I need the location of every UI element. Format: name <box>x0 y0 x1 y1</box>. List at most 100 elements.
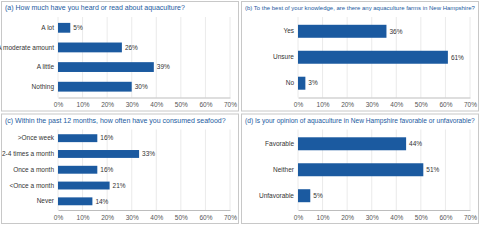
grid-line <box>230 17 231 98</box>
bar <box>58 197 92 205</box>
bar <box>298 25 386 38</box>
tick: 70% <box>224 210 237 221</box>
category-label: <Once a month <box>9 182 54 189</box>
panel-frame <box>2 2 239 112</box>
data-labels: 5%26%39%30% <box>73 24 170 90</box>
tick: 40% <box>150 98 163 109</box>
bar <box>58 166 97 174</box>
tick: 60% <box>199 98 212 109</box>
tick-label: 20% <box>341 101 354 108</box>
bar <box>58 43 122 53</box>
tick: <Once a month <box>9 182 58 189</box>
tick-label: 40% <box>390 214 403 221</box>
panel: (d) Is your opinion of aquaculture in Ne… <box>242 114 479 224</box>
x-axis: 0% 10% 20% 30% 40% 50% 60% 70% <box>54 98 237 109</box>
grid-line <box>205 130 206 211</box>
grid <box>58 130 230 211</box>
tick: Once a month <box>13 166 58 173</box>
grid-line <box>470 130 471 211</box>
tick: 50% <box>415 98 428 109</box>
tick: 0% <box>54 98 64 109</box>
data-label: 30% <box>135 83 148 90</box>
y-axis: YesUnsureNo <box>273 27 298 86</box>
category-label: A lot <box>41 24 54 31</box>
tick-label: 30% <box>366 214 379 221</box>
tick-label: 50% <box>415 101 428 108</box>
bar <box>58 62 154 72</box>
category-label: A moderate amount <box>0 44 54 51</box>
axis-line <box>59 210 231 211</box>
tick: 30% <box>366 210 379 221</box>
tick: 10% <box>317 98 330 109</box>
tick-label: 20% <box>341 214 354 221</box>
tick: 0% <box>54 210 64 221</box>
tick-label: 30% <box>126 101 139 108</box>
tick-label: 10% <box>317 214 330 221</box>
data-label: 5% <box>73 24 83 31</box>
tick: 20% <box>101 210 114 221</box>
tick: 20% <box>341 210 354 221</box>
data-label: 44% <box>409 140 422 147</box>
tick: 50% <box>415 210 428 221</box>
tick-label: 70% <box>224 101 237 108</box>
bars <box>58 134 139 205</box>
bars <box>58 23 154 92</box>
data-label: 39% <box>157 63 170 70</box>
x-axis: 0% 10% 20% 30% 40% 50% 60% 70% <box>294 210 477 221</box>
tick: 0% <box>294 210 304 221</box>
tick-label: 70% <box>464 214 477 221</box>
tick-label: 0% <box>294 214 304 221</box>
tick: 40% <box>150 210 163 221</box>
category-label: Nothing <box>32 83 55 91</box>
tick: 20% <box>341 98 354 109</box>
tick: A lot <box>41 24 58 31</box>
tick-label: 0% <box>54 214 64 221</box>
tick: A moderate amount <box>0 44 58 51</box>
tick: 60% <box>439 210 452 221</box>
tick: 0% <box>294 98 304 109</box>
tick: Nothing <box>32 83 58 91</box>
category-label: A little <box>37 63 55 70</box>
tick-label: 40% <box>150 214 163 221</box>
tick: Never <box>37 197 58 204</box>
tick-label: 60% <box>439 214 452 221</box>
tick-label: 50% <box>175 214 188 221</box>
tick: No <box>286 79 298 86</box>
title: (b) To the best of your knowledge, are t… <box>245 5 475 11</box>
tick-label: 20% <box>101 214 114 221</box>
tick-label: 60% <box>439 101 452 108</box>
panel-frame <box>242 114 479 224</box>
data-label: 33% <box>142 150 155 157</box>
tick-label: 70% <box>464 101 477 108</box>
category-label: Never <box>37 197 55 204</box>
grid-line <box>205 17 206 98</box>
tick: 10% <box>77 98 90 109</box>
tick-label: 60% <box>199 101 212 108</box>
category-label: Yes <box>283 27 294 34</box>
data-label: 16% <box>100 134 113 141</box>
tick: 70% <box>464 210 477 221</box>
tick: 10% <box>77 210 90 221</box>
tick: Unfavorable <box>259 192 298 199</box>
grid-line <box>470 17 471 98</box>
bar <box>58 23 70 33</box>
tick: Yes <box>283 27 298 34</box>
x-axis: 0%10%20%30%40%50%60%70% <box>54 210 237 221</box>
tick: 50% <box>175 98 188 109</box>
tick-label: 30% <box>366 101 379 108</box>
data-labels: 44%51%5% <box>313 140 439 199</box>
tick: 2-4 times a month <box>2 150 58 157</box>
bar <box>298 77 305 90</box>
tick-label: 70% <box>224 214 237 221</box>
grid-line <box>445 130 446 211</box>
grid-line <box>156 130 157 211</box>
tick: Favorable <box>265 140 298 147</box>
bar <box>58 182 110 190</box>
tick: 60% <box>439 98 452 109</box>
tick: 20% <box>101 98 114 109</box>
tick: 40% <box>390 98 403 109</box>
tick: Neither <box>273 166 298 173</box>
grid <box>58 17 230 98</box>
tick: >Once week <box>18 134 58 141</box>
category-label: Neither <box>273 166 295 173</box>
